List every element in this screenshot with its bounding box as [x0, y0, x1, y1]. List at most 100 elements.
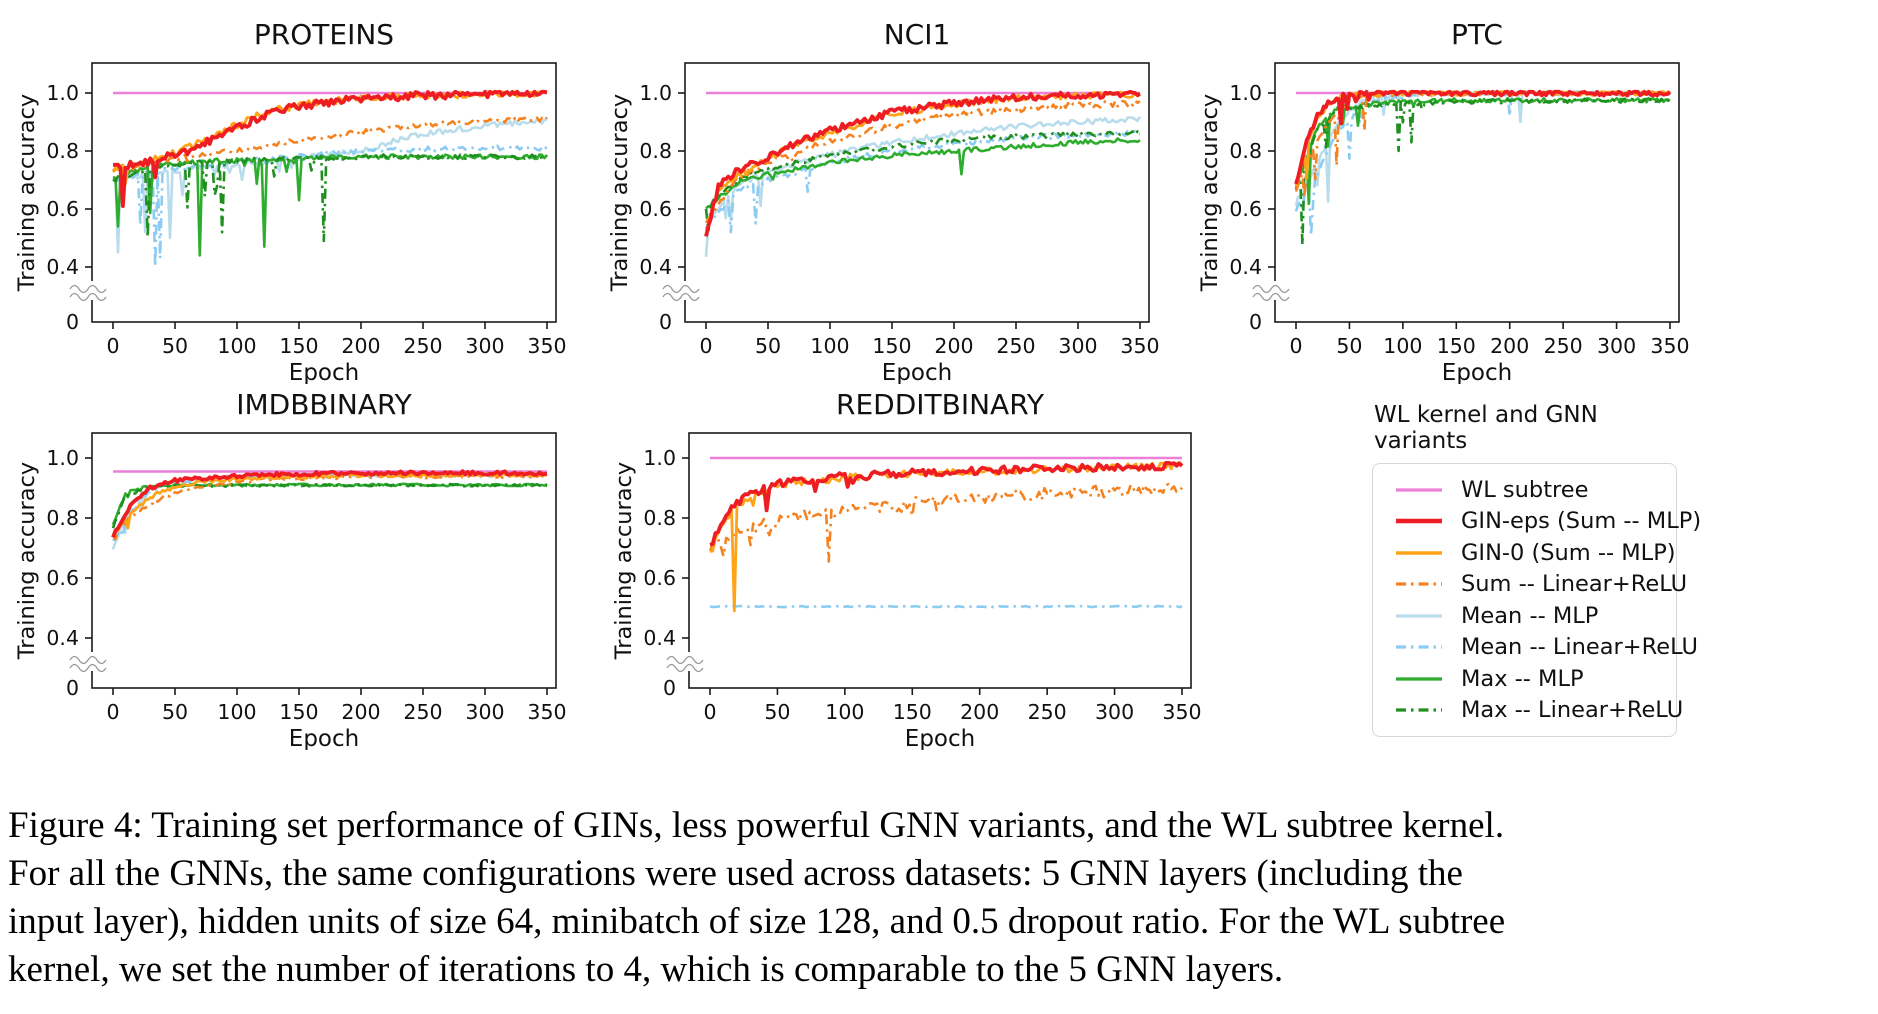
y-zero-label: 0 [66, 310, 79, 334]
series-line-gin-eps-sum-mlp [1294, 89, 1672, 185]
y-tick-label: 0.8 [639, 139, 672, 163]
x-tick-label: 250 [403, 700, 442, 724]
series-line-mean-linear-relu [1294, 90, 1670, 237]
y-tick-label: 1.0 [1229, 81, 1262, 105]
x-tick-label: 50 [162, 334, 188, 358]
x-tick-label: 150 [893, 700, 932, 724]
x-tick-label: 350 [527, 700, 566, 724]
axis-break-gap [683, 281, 687, 300]
legend-item-label: Mean -- MLP [1461, 602, 1599, 629]
axes-frame [1274, 62, 1680, 323]
y-tick-label: 0.6 [639, 197, 672, 221]
y-tick-label: 0.8 [46, 139, 79, 163]
axis-break-squiggle [662, 284, 700, 294]
y-tick-label: 0.8 [643, 506, 676, 530]
legend-item-label: Max -- Linear+ReLU [1461, 697, 1684, 724]
series-line-mean-linear-relu [709, 604, 1183, 609]
y-axis-label: Training accuracy [607, 94, 633, 292]
axis-break-squiggle [69, 655, 107, 665]
legend-item: GIN-eps (Sum -- MLP) [1381, 506, 1701, 538]
y-axis-label: Training accuracy [14, 94, 40, 292]
legend-item: Max -- MLP [1381, 663, 1668, 695]
y-tick-label: 0.6 [46, 566, 79, 590]
legend-item-label: Max -- MLP [1461, 665, 1584, 692]
y-zero-label: 0 [663, 676, 676, 700]
axis-break-squiggle [69, 292, 107, 302]
series-line-mean-mlp [704, 115, 1142, 257]
y-tick-label: 0.8 [1229, 139, 1262, 163]
x-tick-label: 150 [1437, 334, 1476, 358]
caption-line: Figure 4: Training set performance of GI… [8, 805, 1505, 846]
plot-area [111, 89, 549, 269]
legend-item-label: Mean -- Linear+ReLU [1461, 634, 1698, 661]
series-line-mean-linear-relu [704, 129, 1141, 234]
legend-swatch-line [1396, 551, 1442, 555]
y-tick-label: 1.0 [639, 81, 672, 105]
series-line-mean-mlp [112, 117, 548, 254]
legend-item: Max -- Linear+ReLU [1381, 695, 1683, 727]
y-tick-label: 1.0 [46, 81, 79, 105]
axes-frame [688, 432, 1192, 689]
x-tick-label: 300 [465, 334, 504, 358]
axis-break-gap [90, 652, 94, 671]
legend-item: WL subtree [1381, 474, 1668, 506]
chart-title: PROTEINS [254, 18, 394, 51]
series-line-sum-linear-relu [112, 116, 548, 173]
series-line-max-mlp [111, 482, 548, 526]
x-tick-label: 100 [825, 700, 864, 724]
series-line-gin-eps-sum-mlp [709, 460, 1184, 547]
legend-item: Sum -- Linear+ReLU [1381, 569, 1687, 601]
y-tick-label: 0.4 [643, 626, 676, 650]
y-zero-label: 0 [659, 310, 672, 334]
y-tick-label: 1.0 [643, 446, 676, 470]
legend-swatch-line [1396, 708, 1442, 712]
legend-swatch-line [1396, 582, 1442, 586]
series-line-gin-eps-sum-mlp [111, 469, 548, 539]
x-axis-label: Epoch [905, 726, 975, 750]
x-tick-label: 100 [217, 334, 256, 358]
x-axis-label: Epoch [289, 360, 359, 384]
x-tick-label: 0 [703, 700, 716, 724]
x-tick-label: 0 [1289, 334, 1302, 358]
x-tick-label: 50 [764, 700, 790, 724]
chart-nci1: NCI1 1.0 0.8 0.6 0.4 0 0 50 100 150 200 250 300 350 Ep… [607, 18, 1160, 384]
plot-area [708, 456, 1184, 613]
axis-break-squiggle [1252, 284, 1290, 294]
x-tick-label: 150 [872, 334, 911, 358]
x-axis-label: Epoch [289, 726, 359, 750]
chart-title: REDDITBINARY [836, 388, 1045, 421]
legend-item: GIN-0 (Sum -- MLP) [1381, 537, 1676, 569]
series-line-max-mlp [112, 153, 548, 257]
legend-item-label: WL subtree [1461, 476, 1589, 503]
x-tick-label: 350 [1120, 334, 1159, 358]
x-tick-label: 50 [755, 334, 781, 358]
y-tick-label: 0.4 [639, 255, 672, 279]
axis-break-squiggle [1252, 292, 1290, 302]
legend-swatch-line [1396, 677, 1442, 681]
x-tick-label: 0 [699, 334, 712, 358]
y-zero-label: 0 [66, 676, 79, 700]
series-line-gin-eps-sum-mlp [704, 89, 1141, 237]
legend-item: Mean -- MLP [1381, 600, 1668, 632]
axis-break-squiggle [662, 292, 700, 302]
legend-swatch-line [1396, 614, 1442, 618]
plot-area [704, 89, 1142, 257]
axes-frame [684, 62, 1150, 323]
y-tick-label: 0.4 [46, 626, 79, 650]
y-tick-label: 0.4 [1229, 255, 1262, 279]
axis-break-gap [90, 281, 94, 300]
chart-title: IMDBBINARY [236, 388, 412, 421]
series-line-sum-linear-relu [704, 99, 1141, 224]
series-line-gin-eps-sum-mlp [113, 89, 548, 208]
series-line-max-linear-relu [112, 153, 548, 243]
plot-area [111, 469, 548, 550]
series-line-gin-0-sum-mlp [1294, 90, 1671, 187]
x-tick-label: 100 [217, 700, 256, 724]
axis-break-squiggle [69, 663, 107, 673]
legend-swatch-line [1396, 519, 1442, 524]
x-tick-label: 350 [527, 334, 566, 358]
y-tick-label: 0.6 [46, 197, 79, 221]
chart-redditbinary: REDDITBINARY 1.0 0.8 0.6 0.4 0 0 50 100 150 200 250… [611, 388, 1202, 750]
x-tick-label: 250 [996, 334, 1035, 358]
